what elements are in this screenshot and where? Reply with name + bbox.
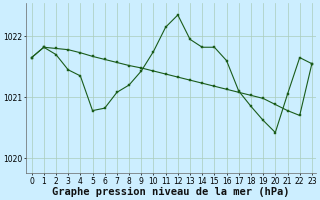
X-axis label: Graphe pression niveau de la mer (hPa): Graphe pression niveau de la mer (hPa) [52,187,289,197]
